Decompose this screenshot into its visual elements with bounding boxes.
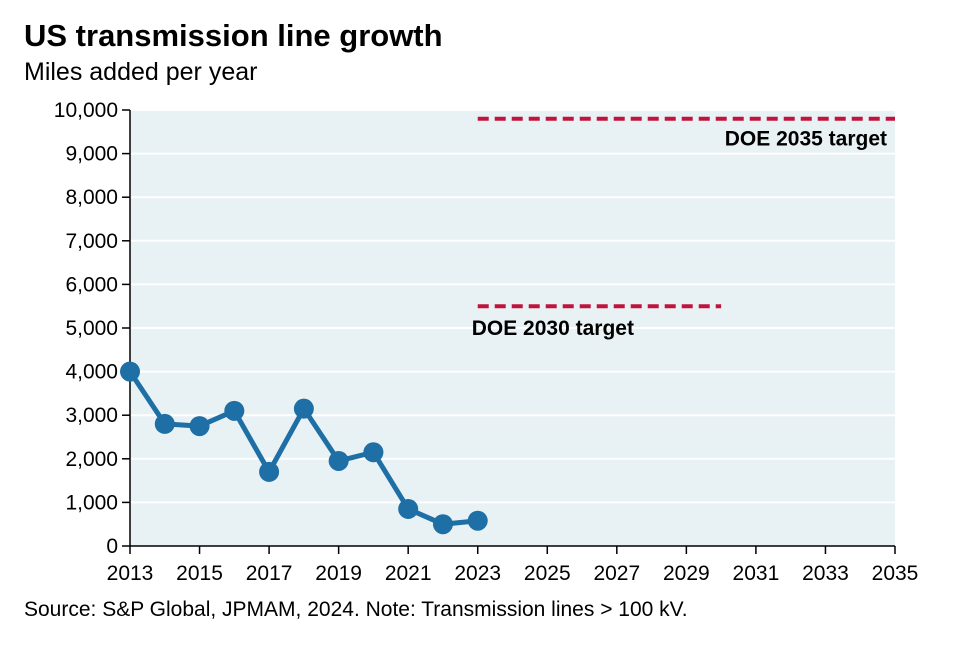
data-point	[432, 514, 453, 535]
target-label: DOE 2030 target	[472, 317, 634, 340]
data-point	[120, 361, 140, 382]
data-point	[259, 461, 280, 482]
x-tick-label: 2031	[733, 562, 780, 585]
x-tick-label: 2033	[802, 562, 849, 585]
x-tick-label: 2025	[524, 562, 571, 585]
chart-title: US transmission line growth	[24, 18, 443, 53]
y-tick-label: 6,000	[65, 273, 118, 296]
data-point	[293, 398, 314, 419]
data-point	[224, 400, 245, 421]
data-point	[398, 498, 419, 519]
target-label: DOE 2035 target	[725, 128, 887, 151]
data-point	[467, 510, 488, 531]
data-point	[189, 416, 210, 437]
y-tick-label: 0	[106, 535, 118, 558]
x-tick-label: 2015	[176, 562, 223, 585]
y-tick-label: 8,000	[65, 186, 118, 209]
x-tick-label: 2019	[315, 562, 362, 585]
data-point	[328, 450, 349, 471]
data-point	[363, 442, 384, 463]
source-note: Source: S&P Global, JPMAM, 2024. Note: T…	[24, 598, 688, 621]
y-tick-label: 5,000	[65, 317, 118, 340]
x-tick-label: 2027	[593, 562, 640, 585]
data-point	[154, 413, 175, 434]
y-tick-label: 7,000	[65, 230, 118, 253]
x-tick-label: 2023	[454, 562, 501, 585]
x-tick-label: 2035	[872, 562, 919, 585]
x-tick-label: 2029	[663, 562, 710, 585]
y-tick-label: 2,000	[65, 448, 118, 471]
x-tick-label: 2021	[385, 562, 432, 585]
y-tick-label: 9,000	[65, 143, 118, 166]
y-tick-label: 3,000	[65, 404, 118, 427]
x-tick-label: 2013	[107, 562, 154, 585]
y-tick-label: 4,000	[65, 361, 118, 384]
y-tick-label: 10,000	[54, 99, 118, 122]
chart-subtitle: Miles added per year	[24, 58, 258, 86]
y-tick-label: 1,000	[65, 491, 118, 514]
x-tick-label: 2017	[246, 562, 293, 585]
